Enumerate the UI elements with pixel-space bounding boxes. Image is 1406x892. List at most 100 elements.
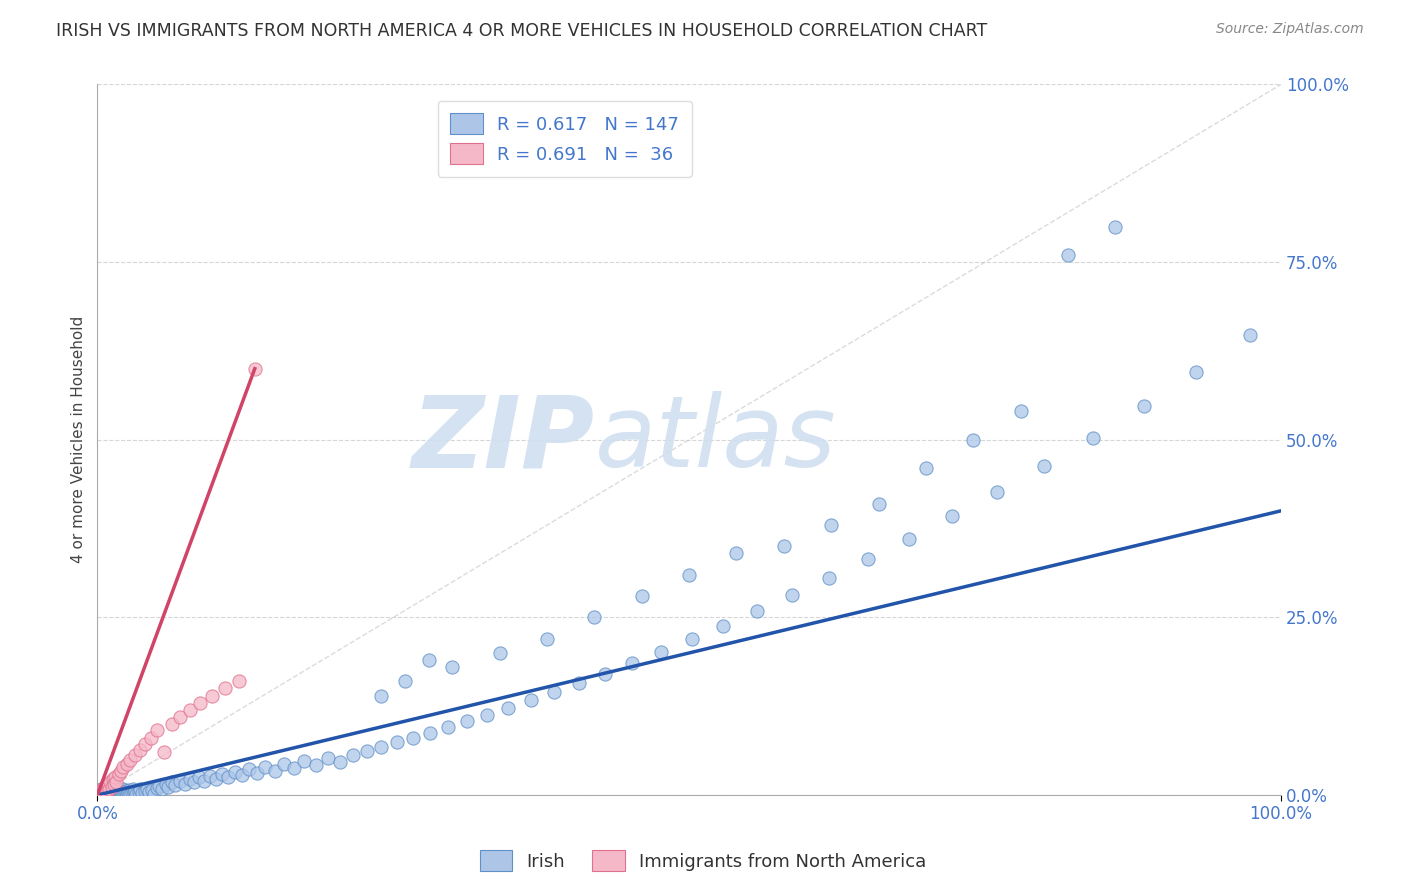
Point [107,784,129,798]
Point [780,588,803,602]
Point [169,773,191,788]
Point [231,768,253,782]
Point [630,589,652,603]
Point [141,783,163,797]
Point [110,784,132,798]
Point [98,781,121,796]
Point [124,747,146,762]
Point [110,781,132,796]
Point [188,696,211,710]
Point [89,786,111,800]
Point [1132,400,1154,414]
Point [100,788,122,802]
Point [91,786,114,800]
Point [98,788,121,802]
Point [370,689,392,703]
Point [129,782,152,797]
Point [98,781,121,796]
Point [941,509,963,524]
Point [91,787,114,801]
Point [98,785,121,799]
Point [145,723,167,738]
Point [543,685,565,699]
Point [91,782,114,797]
Point [264,764,287,778]
Point [96,784,118,798]
Point [174,777,197,791]
Point [104,770,127,784]
Point [725,546,748,560]
Point [90,784,112,798]
Point [104,786,127,800]
Point [536,632,558,646]
Point [108,785,131,799]
Point [98,782,121,797]
Point [593,666,616,681]
Point [568,675,591,690]
Point [224,764,246,779]
Point [169,710,191,724]
Point [93,784,115,798]
Point [97,786,120,800]
Point [316,751,339,765]
Text: ZIP: ZIP [412,392,595,488]
Point [94,784,117,798]
Point [273,756,295,771]
Point [96,787,118,801]
Point [681,632,703,647]
Point [915,461,938,475]
Point [165,778,187,792]
Point [107,786,129,800]
Point [98,774,121,789]
Point [254,759,277,773]
Point [105,782,128,797]
Point [356,744,378,758]
Point [103,784,125,798]
Legend: R = 0.617   N = 147, R = 0.691   N =  36: R = 0.617 N = 147, R = 0.691 N = 36 [437,101,692,177]
Point [103,781,125,796]
Point [394,674,416,689]
Point [93,781,115,796]
Point [211,766,233,780]
Point [121,784,143,798]
Point [183,775,205,789]
Point [105,774,128,789]
Point [98,784,121,798]
Point [152,782,174,797]
Point [179,703,201,717]
Point [1081,431,1104,445]
Point [820,518,842,533]
Point [97,777,120,791]
Point [370,739,392,754]
Point [98,784,121,798]
Point [98,787,121,801]
Text: atlas: atlas [595,392,837,488]
Point [496,700,519,714]
Point [103,777,125,791]
Point [129,742,152,756]
Point [898,532,921,546]
Point [128,785,150,799]
Point [138,785,160,799]
Point [107,767,129,781]
Point [101,783,124,797]
Point [114,784,136,798]
Point [94,786,117,800]
Point [745,604,768,618]
Point [475,707,498,722]
Point [101,785,124,799]
Point [96,782,118,797]
Point [136,781,159,796]
Point [97,784,120,798]
Point [1033,458,1056,473]
Point [204,772,226,787]
Point [385,735,408,749]
Point [305,758,328,772]
Point [115,788,138,802]
Point [456,714,478,728]
Point [96,785,118,799]
Point [1104,219,1126,234]
Point [621,656,644,670]
Point [342,747,364,762]
Point [856,552,879,566]
